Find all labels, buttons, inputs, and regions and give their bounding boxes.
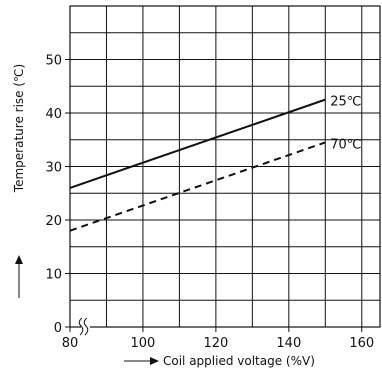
y-axis-arrow-head [15,255,23,264]
series-line-0 [69,98,326,189]
axis-break-mark-right [83,317,89,336]
x-tick-label-80: 80 [62,336,79,351]
series-label-1: 70℃ [330,137,361,152]
y-axis-title-group: Temperature rise (℃) [12,64,26,298]
tick-labels: 0 10 20 30 40 50 80 100 120 140 160 [45,54,374,352]
y-tick-label-20: 20 [45,214,62,229]
series-label-0: 25℃ [330,95,361,110]
y-tick-label-10: 10 [45,268,62,283]
y-axis-title: Temperature rise (℃) [12,64,26,193]
x-axis-title: Coil applied voltage (%V) [163,354,315,368]
series-lines [69,98,326,232]
x-tick-label-100: 100 [131,336,156,351]
axis-break-gap [81,321,90,333]
x-axis-title-group: Coil applied voltage (%V) [124,354,315,368]
y-tick-label-50: 50 [45,54,62,69]
x-tick-label-160: 160 [349,336,374,351]
x-tick-label-120: 120 [203,336,228,351]
y-tick-label-30: 30 [45,161,62,176]
x-tick-label-140: 140 [276,336,301,351]
series-labels: 25℃ 70℃ [330,95,361,153]
grid [70,5,380,327]
series-line-1 [69,141,326,232]
y-tick-label-40: 40 [45,107,62,122]
x-axis-arrow-head [150,357,159,365]
y-tick-label-0: 0 [54,321,62,336]
axes [65,5,381,336]
axis-break-mark-left [78,317,84,336]
